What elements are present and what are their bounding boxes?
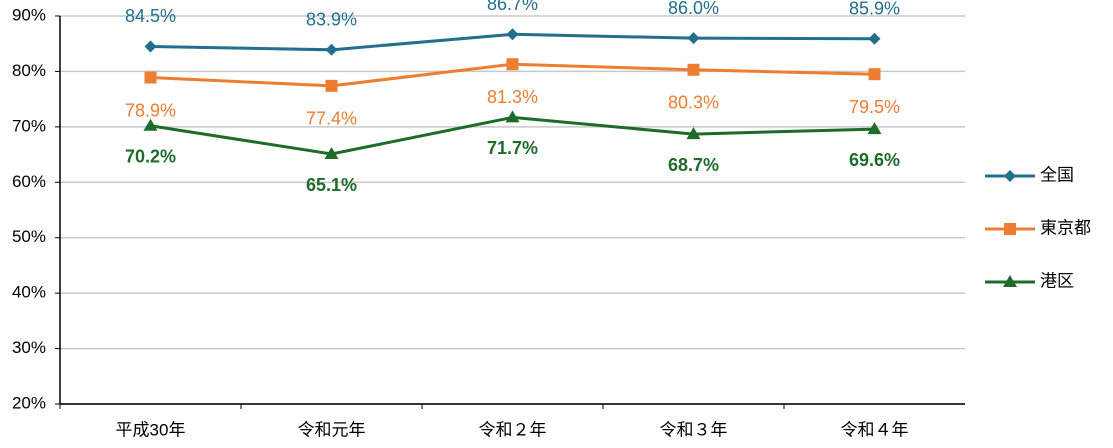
data-label: 70.2% xyxy=(125,146,176,166)
y-tick-label: 80% xyxy=(12,61,46,80)
point xyxy=(867,122,882,135)
point xyxy=(144,40,157,53)
legend-label: 港区 xyxy=(1040,271,1074,290)
y-tick-label: 40% xyxy=(12,283,46,302)
data-label: 78.9% xyxy=(125,100,176,120)
point xyxy=(144,71,157,84)
point xyxy=(505,110,520,123)
y-tick-label: 90% xyxy=(12,5,46,24)
data-label: 68.7% xyxy=(668,155,719,175)
data-label: 85.9% xyxy=(849,0,900,18)
legend-label: 全国 xyxy=(1040,165,1074,184)
data-label: 80.3% xyxy=(668,93,719,113)
x-tick-label: 令和元年 xyxy=(298,420,366,439)
data-label: 71.7% xyxy=(487,138,538,158)
legend-marker xyxy=(1004,223,1016,235)
point xyxy=(506,28,519,41)
x-tick-label: 令和４年 xyxy=(841,420,909,439)
data-label: 86.7% xyxy=(487,0,538,14)
data-label: 83.9% xyxy=(306,10,357,30)
data-label: 86.0% xyxy=(668,0,719,18)
data-label: 77.4% xyxy=(306,109,357,129)
point xyxy=(687,63,700,76)
point xyxy=(325,79,338,92)
y-tick-label: 60% xyxy=(12,172,46,191)
y-tick-label: 70% xyxy=(12,116,46,135)
data-label: 79.5% xyxy=(849,97,900,117)
data-label: 69.6% xyxy=(849,150,900,170)
x-tick-label: 令和３年 xyxy=(660,420,728,439)
point xyxy=(324,147,339,160)
point xyxy=(868,32,881,45)
data-label: 84.5% xyxy=(125,6,176,26)
x-tick-label: 平成30年 xyxy=(116,420,186,439)
point xyxy=(506,58,519,71)
data-label: 65.1% xyxy=(306,175,357,195)
data-label: 81.3% xyxy=(487,87,538,107)
point xyxy=(687,32,700,45)
point xyxy=(143,118,158,131)
legend-marker xyxy=(1003,275,1017,287)
y-tick-label: 20% xyxy=(12,393,46,412)
point xyxy=(325,43,338,56)
y-tick-label: 50% xyxy=(12,227,46,246)
x-tick-label: 令和２年 xyxy=(479,420,547,439)
y-tick-label: 30% xyxy=(12,338,46,357)
point xyxy=(868,68,881,81)
legend-label: 東京都 xyxy=(1040,218,1091,237)
point xyxy=(686,127,701,140)
legend-marker xyxy=(1004,170,1016,182)
